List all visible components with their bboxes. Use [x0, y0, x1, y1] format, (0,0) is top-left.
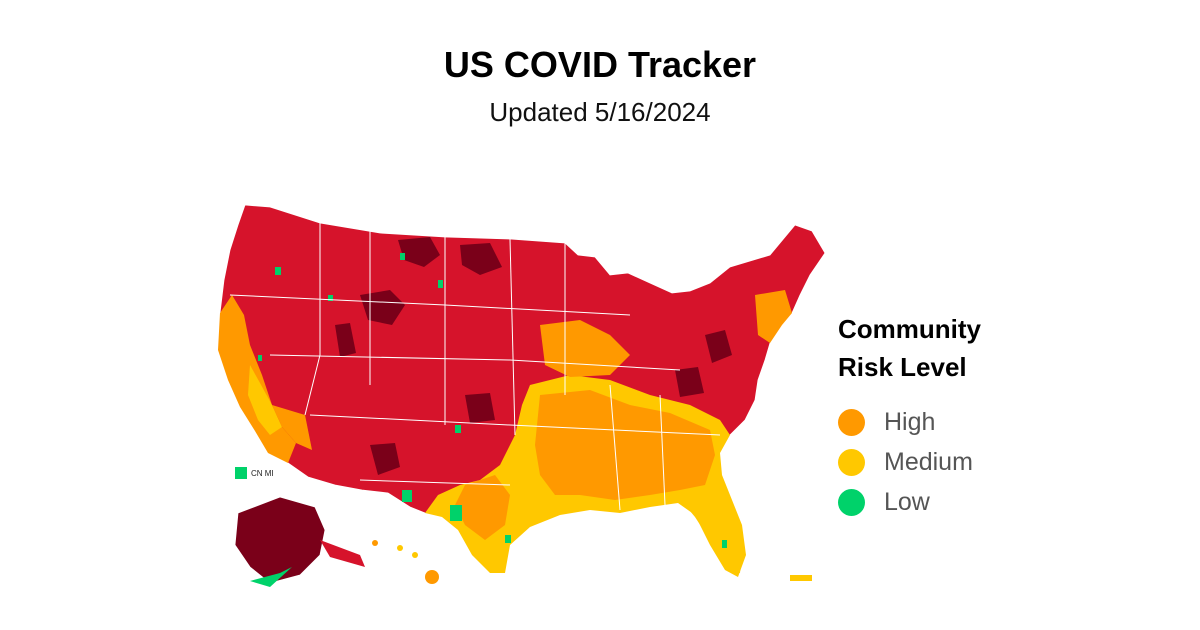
legend-title-line1: Community — [838, 314, 981, 344]
region-southeast-high[interactable] — [535, 390, 715, 500]
low-spot[interactable] — [450, 505, 462, 521]
page-subtitle: Updated 5/16/2024 — [489, 97, 711, 127]
legend-label-low: Low — [884, 487, 930, 516]
cnmi-territory[interactable]: CN MI — [235, 467, 274, 479]
low-spot[interactable] — [438, 280, 443, 288]
alaska-panhandle[interactable] — [320, 540, 365, 567]
region-dakota-dark[interactable] — [460, 243, 502, 275]
legend: Community Risk Level High Medium Low — [838, 310, 1038, 522]
low-spot[interactable] — [402, 490, 412, 502]
medium-swatch-icon — [838, 448, 865, 476]
page-title: US COVID Tracker — [443, 44, 757, 85]
legend-label-high: High — [884, 407, 936, 436]
low-spot[interactable] — [455, 425, 461, 433]
low-spot[interactable] — [258, 355, 262, 361]
legend-title-line2: Risk Level — [838, 352, 967, 382]
region-northeast-high[interactable] — [755, 290, 792, 343]
region-nm-dark[interactable] — [370, 443, 400, 475]
puerto-rico[interactable] — [790, 575, 812, 581]
cnmi-label: CN MI — [251, 468, 274, 478]
us-county-map[interactable] — [210, 195, 840, 600]
region-ne-dark[interactable] — [705, 330, 732, 363]
low-spot[interactable] — [400, 253, 405, 260]
region-arizona-orange[interactable] — [272, 405, 312, 450]
region-kansas-dark[interactable] — [465, 393, 495, 423]
low-swatch-icon — [838, 488, 865, 516]
region-texas-high[interactable] — [455, 475, 510, 540]
legend-item-high: High — [838, 402, 1038, 442]
hawaii-island[interactable] — [425, 570, 439, 584]
high-swatch-icon — [838, 408, 865, 436]
hawaii-island[interactable] — [397, 545, 403, 551]
hawaii-island[interactable] — [372, 540, 378, 546]
us-map-svg[interactable] — [210, 195, 840, 600]
legend-label-medium: Medium — [884, 447, 973, 476]
region-florida-medium[interactable] — [685, 500, 742, 573]
low-spot[interactable] — [722, 540, 727, 548]
alaska-aleutians[interactable] — [250, 567, 292, 587]
low-spot[interactable] — [275, 267, 281, 275]
low-spot[interactable] — [328, 295, 333, 301]
region-wv-dark[interactable] — [675, 367, 704, 397]
hawaii-island[interactable] — [412, 552, 418, 558]
low-spot[interactable] — [505, 535, 511, 543]
state-borders — [229, 223, 721, 511]
cnmi-swatch — [235, 467, 247, 479]
legend-item-low: Low — [838, 482, 1038, 522]
region-wyoming-dark[interactable] — [398, 237, 440, 267]
region-utah-dark[interactable] — [335, 323, 356, 357]
region-southern-california[interactable] — [248, 365, 282, 435]
legend-item-medium: Medium — [838, 442, 1038, 482]
region-idaho-dark[interactable] — [360, 290, 405, 325]
alaska[interactable] — [234, 496, 326, 584]
